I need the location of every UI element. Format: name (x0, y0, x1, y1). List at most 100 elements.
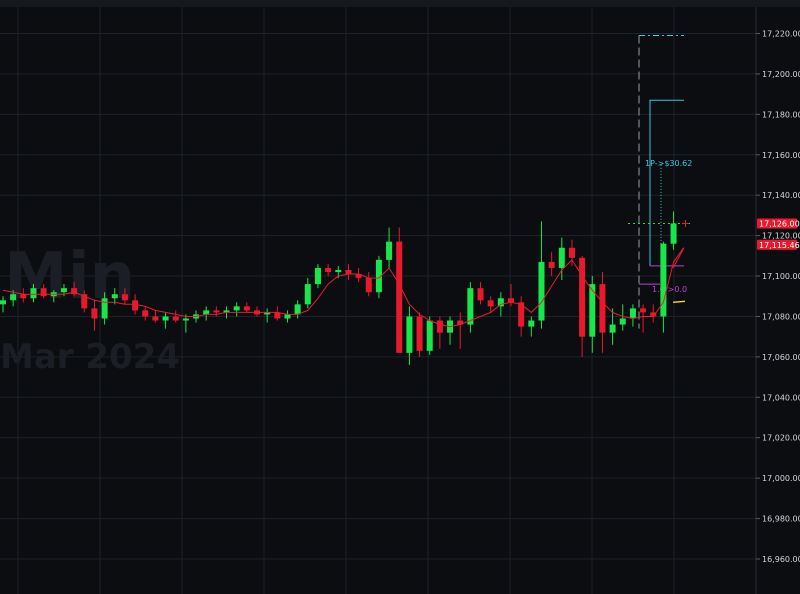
candle-body (203, 310, 210, 315)
candle-body (386, 241, 393, 260)
candle (345, 263, 352, 281)
candle-body (335, 269, 342, 272)
candle (203, 306, 210, 321)
candle (650, 304, 657, 323)
candle (660, 241, 667, 333)
candle (487, 296, 494, 313)
price-tags: 17,126.00 17,115.46 (757, 218, 800, 250)
candle-body (640, 308, 647, 313)
candle (91, 300, 98, 331)
candle (365, 271, 372, 297)
candle-body (162, 316, 169, 321)
candle-body (538, 261, 545, 321)
y-tick-label: 17,140.00 (762, 191, 800, 200)
candle-body (599, 284, 606, 333)
candle-body (294, 304, 301, 315)
price-tag: 17,126.00 (757, 218, 800, 229)
candle-body (243, 306, 250, 311)
candle (325, 263, 332, 277)
candles (0, 211, 677, 365)
candle-body (508, 298, 514, 303)
profit-target-label: 1P->$30.62 (645, 159, 692, 168)
candle (406, 306, 413, 365)
candle-body (629, 308, 636, 319)
y-tick-label: 16,980.00 (762, 515, 800, 524)
candle-body (548, 261, 555, 268)
candle-body (274, 312, 281, 319)
candle-body (60, 288, 67, 293)
candle-body (355, 274, 362, 279)
candle (396, 227, 403, 353)
candle-body (142, 310, 149, 317)
y-tick-label: 17,160.00 (762, 151, 800, 160)
candle-body (589, 284, 596, 337)
candle (375, 255, 382, 299)
candle-body (619, 318, 626, 325)
candle (386, 227, 393, 268)
candle-body (477, 288, 484, 301)
candle-body (406, 316, 413, 353)
candle (142, 306, 149, 321)
candle (274, 306, 281, 321)
y-tick-label: 17,060.00 (762, 353, 800, 362)
candle-body (497, 298, 504, 307)
candle-body (223, 310, 230, 313)
candle-body (132, 300, 139, 311)
candle-body (568, 247, 575, 258)
candle-body (172, 316, 179, 321)
candle-body (375, 259, 382, 293)
trade-annotations: 1P->$30.62 1.0->0.0 (628, 35, 692, 329)
candle-body (91, 308, 98, 319)
candle-body (487, 300, 494, 307)
candle-body (325, 267, 332, 272)
y-tick-label: 17,200.00 (762, 70, 800, 79)
price-tag-label: 17,126.00 (759, 219, 800, 228)
candle (629, 304, 636, 327)
trend-diagonal (672, 247, 685, 269)
candle-body (518, 302, 525, 327)
candle-body (284, 314, 291, 319)
yellow-level-mark (672, 300, 686, 304)
candle (436, 316, 443, 349)
y-tick-label: 17,220.00 (762, 30, 800, 39)
candle (264, 308, 271, 323)
y-tick-label: 17,000.00 (762, 474, 800, 483)
watermark-line2: Mar 2024 (0, 337, 180, 377)
candle (457, 312, 464, 349)
candle-body (345, 269, 352, 275)
candle (121, 288, 128, 305)
candle (162, 312, 169, 329)
candle-body (71, 288, 78, 295)
candle (182, 314, 189, 333)
candle (670, 211, 677, 250)
candle-body (365, 278, 372, 293)
candle (599, 271, 606, 353)
price-axis[interactable]: 16,960.00 16,980.00 17,000.00 17,020.00 17,0… (755, 7, 800, 594)
candle (0, 296, 6, 313)
candle-body (609, 324, 616, 333)
candle-body (558, 247, 565, 268)
candle-body (152, 316, 159, 321)
candle-body (416, 316, 423, 351)
candle-body (660, 243, 667, 317)
candle (111, 288, 118, 305)
candle-body (670, 223, 677, 244)
candle-body (314, 267, 321, 285)
price-tag-label: 17,115.46 (759, 241, 800, 250)
candle (548, 251, 555, 277)
candle (528, 316, 535, 337)
price-tag-bg (757, 239, 797, 250)
candle-body (264, 312, 271, 315)
watermark-line1: Min (4, 240, 135, 314)
y-tick-label: 17,180.00 (762, 110, 800, 119)
candle (467, 282, 474, 333)
moving-average-line (2, 247, 685, 328)
candle-body (111, 294, 118, 299)
candle (71, 282, 78, 297)
symbol-watermark: Min Mar 2024 (0, 240, 180, 377)
y-tick-label: 17,020.00 (762, 434, 800, 443)
y-tick-label: 17,120.00 (762, 232, 800, 241)
profit-target-line (649, 99, 684, 266)
candle-body (528, 320, 535, 327)
